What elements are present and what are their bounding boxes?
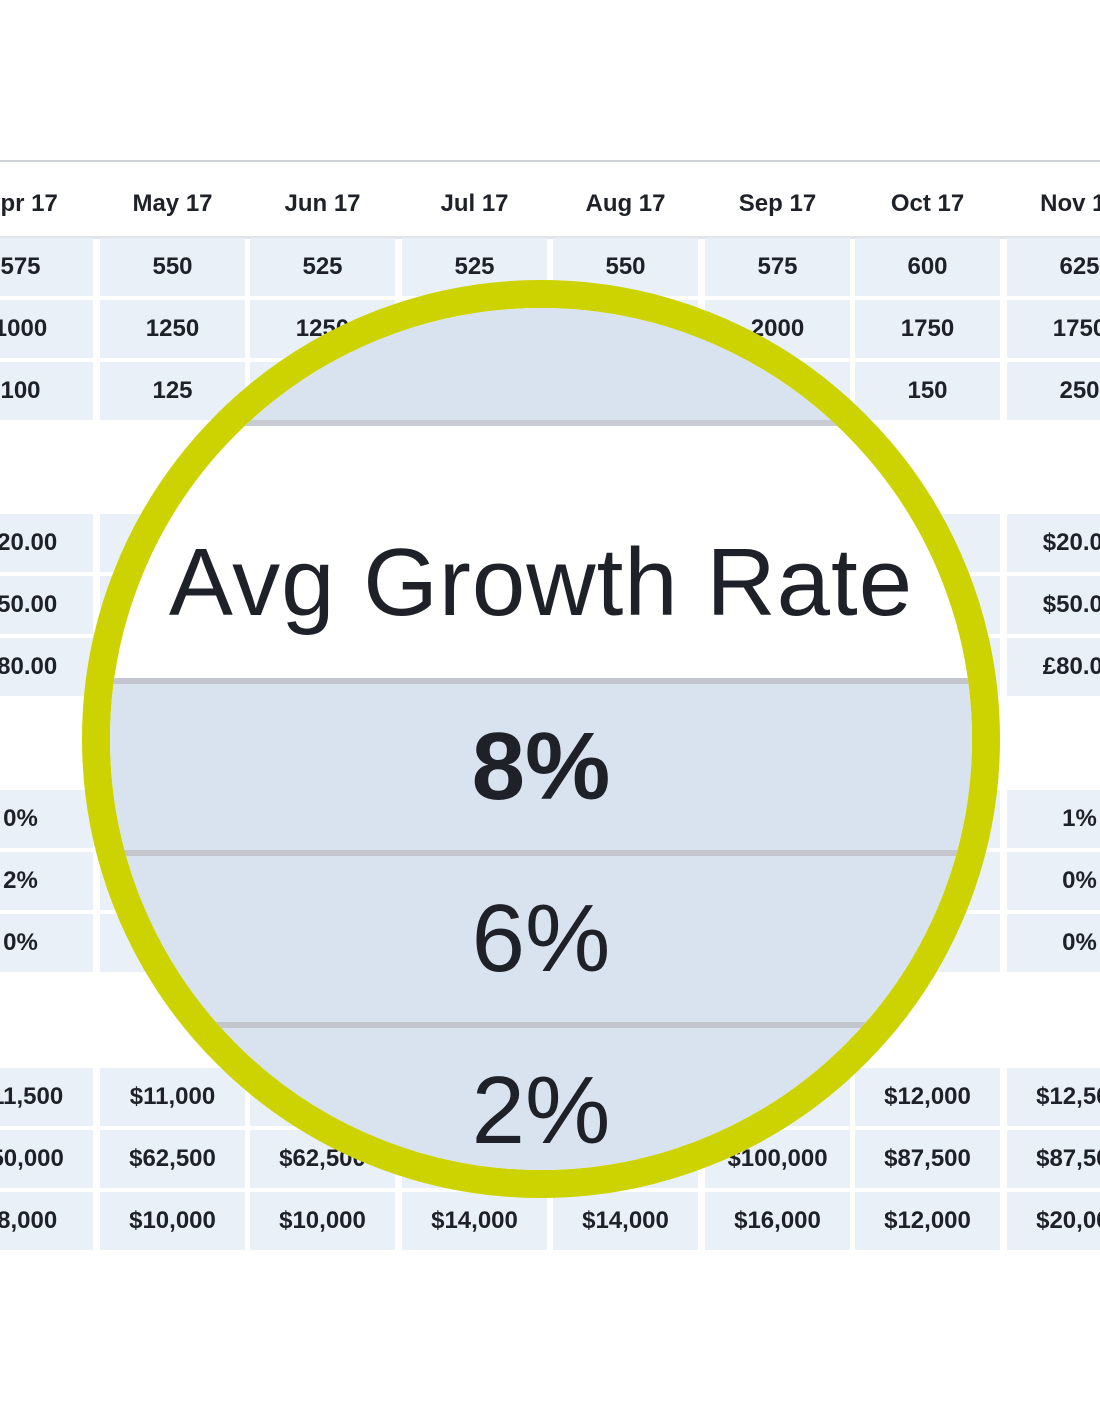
table-cell[interactable]: $20.00 [0, 514, 93, 572]
column-header: Sep 17 [738, 190, 817, 217]
table-cell[interactable]: $12,000 [855, 1192, 1000, 1250]
column-header: Oct 17 [890, 190, 965, 217]
table-cell[interactable]: $50.00 [1007, 576, 1100, 634]
table-cell[interactable]: $16,000 [705, 1192, 850, 1250]
avg-growth-rate-value-2: 6% [110, 850, 972, 1022]
table-cell[interactable]: 575 [0, 238, 93, 296]
table-cell[interactable]: 1% [1007, 790, 1100, 848]
table-cell[interactable]: 1750 [1007, 300, 1100, 358]
table-cell[interactable]: 625 [1007, 238, 1100, 296]
table-cell[interactable]: 0% [1007, 914, 1100, 972]
table-cell[interactable]: $87,500 [1007, 1130, 1100, 1188]
table-cell[interactable]: 0% [0, 790, 93, 848]
table-cell[interactable]: 0% [1007, 852, 1100, 910]
table-cell[interactable]: $10,000 [100, 1192, 245, 1250]
table-cell[interactable]: $20,000 [1007, 1192, 1100, 1250]
magnifier-top-band [110, 308, 972, 426]
column-header: Aug 17 [585, 190, 666, 217]
table-cell[interactable]: 600 [855, 238, 1000, 296]
table-cell[interactable]: 100 [0, 362, 93, 420]
table-cell[interactable]: $14,000 [402, 1192, 547, 1250]
magnifier-callout: Avg Growth Rate 8% 6% 2% [82, 280, 1000, 1198]
table-top-rule [0, 160, 1100, 162]
table-cell[interactable]: £80.00 [1007, 638, 1100, 696]
column-header: Nov 17 [1040, 190, 1100, 217]
table-cell[interactable]: 550 [100, 238, 245, 296]
table-cell[interactable]: 2% [0, 852, 93, 910]
table-cell[interactable]: 525 [250, 238, 395, 296]
table-cell[interactable]: $50.00 [0, 576, 93, 634]
table-cell[interactable]: 575 [705, 238, 850, 296]
table-cell[interactable]: £80.00 [0, 638, 93, 696]
table-cell[interactable]: 0% [0, 914, 93, 972]
column-header: Apr 17 [0, 190, 58, 217]
table-cell[interactable]: $10,000 [250, 1192, 395, 1250]
column-header: Jul 17 [440, 190, 509, 217]
table-cell[interactable]: 250 [1007, 362, 1100, 420]
table-cell[interactable]: $12,500 [1007, 1068, 1100, 1126]
table-cell[interactable]: $50,000 [0, 1130, 93, 1188]
table-cell[interactable]: $20.00 [1007, 514, 1100, 572]
table-cell[interactable]: $11,500 [0, 1068, 93, 1126]
column-header: May 17 [132, 190, 213, 217]
table-cell[interactable]: $8,000 [0, 1192, 93, 1250]
table-cell[interactable]: 1000 [0, 300, 93, 358]
header-divider [0, 236, 1100, 239]
column-header: Jun 17 [284, 190, 361, 217]
avg-growth-rate-value-1: 8% [110, 678, 972, 850]
table-cell[interactable]: $14,000 [553, 1192, 698, 1250]
avg-growth-rate-title: Avg Growth Rate [168, 529, 914, 636]
avg-growth-rate-value-3: 2% [110, 1022, 972, 1170]
